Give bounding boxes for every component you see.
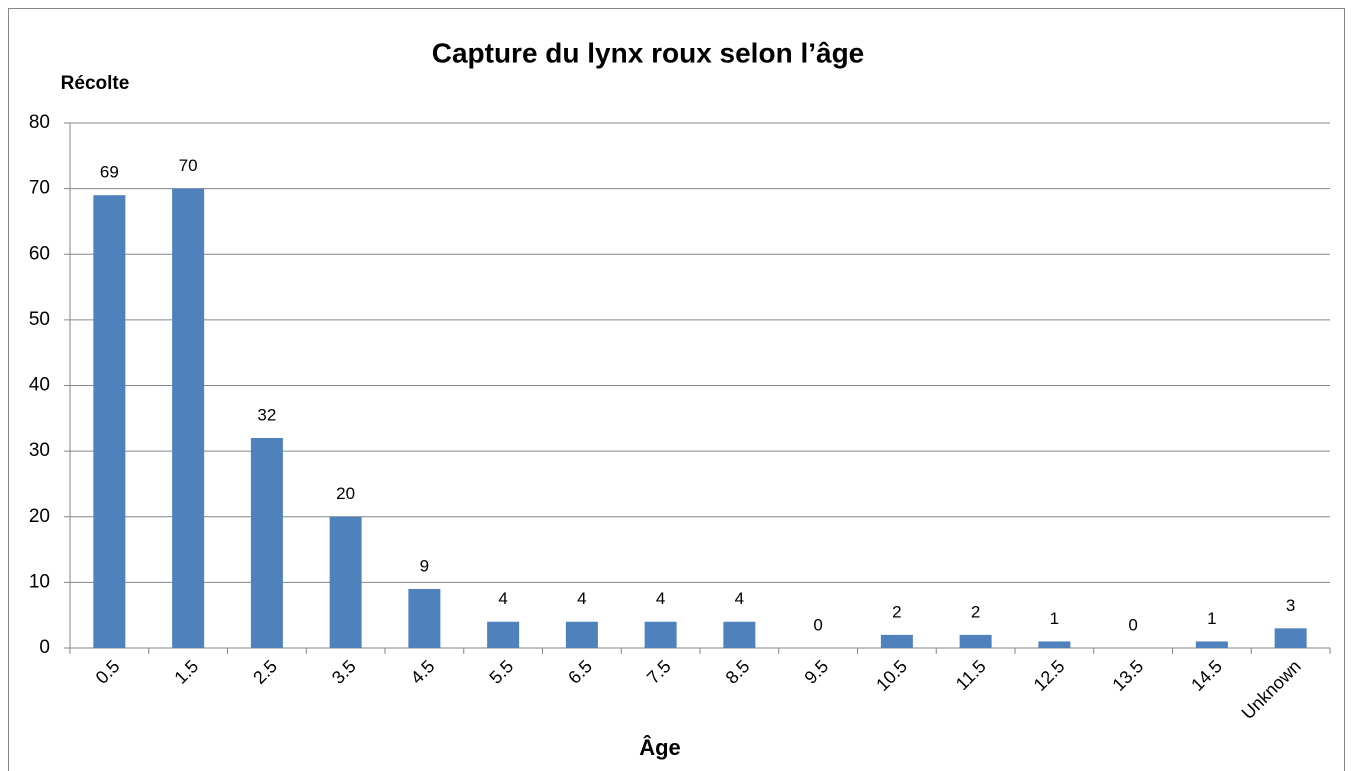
bar [723, 621, 756, 648]
data-label: 32 [257, 405, 276, 424]
bar [1195, 641, 1228, 648]
data-label: 4 [498, 589, 507, 608]
data-label: 0 [1128, 615, 1137, 634]
y-tick-label: 0 [39, 637, 50, 658]
data-label: 20 [336, 484, 355, 503]
y-tick-label: 30 [29, 440, 50, 461]
bar [959, 634, 992, 648]
y-tick-label: 80 [29, 112, 50, 133]
chart-title: Capture du lynx roux selon l’âge [432, 37, 865, 68]
bar [644, 621, 677, 648]
data-label: 70 [179, 156, 198, 175]
bar [172, 188, 205, 648]
bar [408, 588, 441, 648]
data-label: 2 [971, 602, 980, 621]
y-axis-label: Récolte [61, 73, 130, 94]
data-label: 9 [420, 556, 429, 575]
data-label: 69 [100, 163, 119, 182]
data-label: 1 [1050, 609, 1059, 628]
data-label: 4 [656, 589, 665, 608]
data-label: 4 [735, 589, 744, 608]
bar [329, 516, 362, 648]
data-label: 4 [577, 589, 586, 608]
y-tick-label: 60 [29, 243, 50, 264]
bar [487, 621, 520, 648]
bar [1274, 628, 1307, 648]
x-axis-label: Âge [639, 735, 681, 760]
bar [93, 195, 126, 648]
bar [1038, 641, 1071, 648]
y-tick-label: 70 [29, 178, 50, 199]
data-label: 1 [1207, 609, 1216, 628]
y-tick-label: 50 [29, 309, 50, 330]
bar [565, 621, 598, 648]
y-tick-label: 20 [29, 506, 50, 527]
data-label: 0 [813, 615, 822, 634]
y-tick-label: 10 [29, 571, 50, 592]
y-tick-label: 40 [29, 375, 50, 396]
bar [250, 438, 283, 648]
data-label: 3 [1286, 596, 1295, 615]
bar [880, 634, 913, 648]
data-label: 2 [892, 602, 901, 621]
